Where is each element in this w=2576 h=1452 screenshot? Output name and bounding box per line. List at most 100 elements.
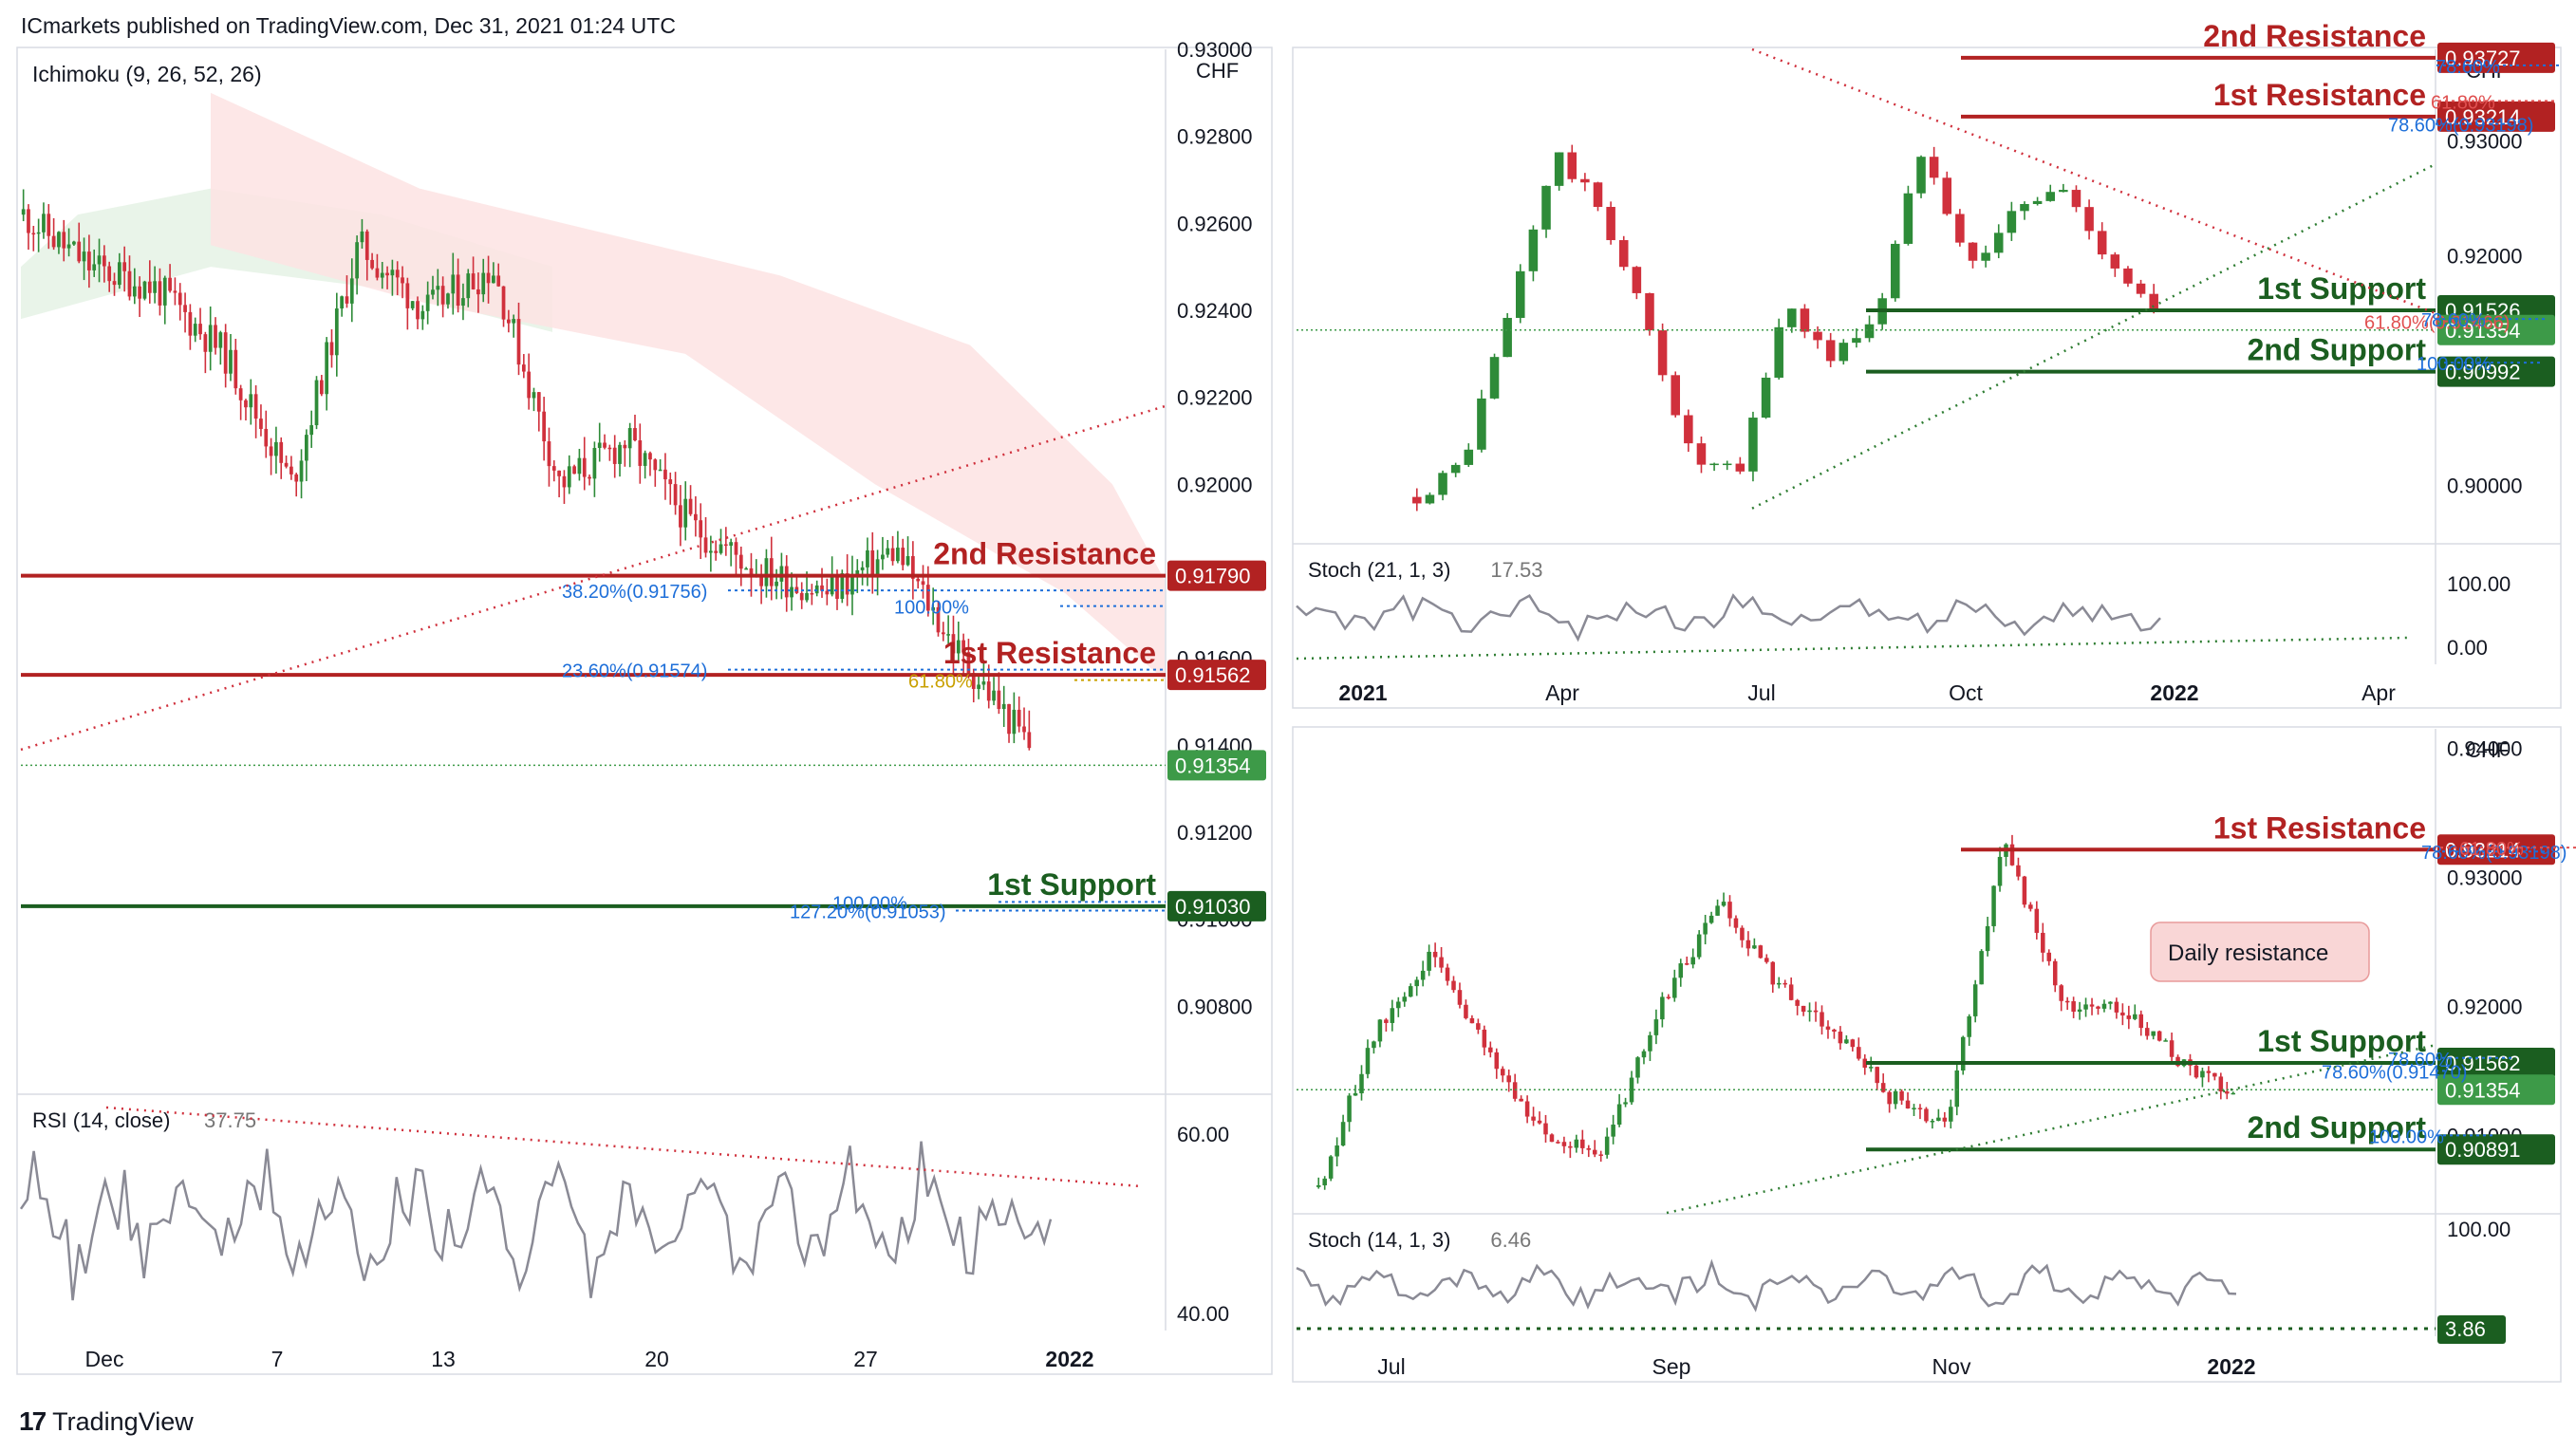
candle-body: [401, 277, 404, 284]
candle-body: [668, 479, 673, 485]
last-price-badge: [1167, 750, 1266, 781]
fib-label: 38.20%(0.91756): [562, 582, 707, 603]
candle-body: [1592, 1149, 1597, 1155]
candle-body: [536, 392, 541, 412]
fib-label: 78.60%: [2421, 310, 2486, 331]
candle-body: [1745, 940, 1751, 949]
level-label: 1st Support: [2257, 1024, 2426, 1058]
candle-body: [881, 554, 885, 560]
candle-body: [577, 457, 582, 475]
candle-body: [2083, 1004, 2088, 1010]
candle-body: [623, 444, 627, 449]
candle-body: [1942, 177, 1952, 214]
candle-body: [1554, 152, 1564, 186]
level-label: 2nd Resistance: [933, 537, 1156, 571]
oscillator-line: [1296, 593, 2161, 642]
price-badge: [2437, 101, 2555, 132]
candle-body: [289, 466, 293, 475]
candle-body: [886, 548, 890, 555]
candle-body: [229, 349, 233, 374]
candle-body: [440, 286, 445, 305]
candle-body: [618, 444, 622, 464]
candle-body: [1671, 375, 1680, 416]
candle-body: [329, 342, 334, 356]
candle-body: [1567, 152, 1577, 179]
candle-body: [2032, 200, 2043, 204]
candle-body: [1464, 449, 1474, 465]
candle-body: [916, 578, 921, 582]
candle-body: [729, 542, 734, 546]
price-badge-text: 0.91562: [2445, 1052, 2521, 1075]
candle-body: [2022, 876, 2027, 905]
oscillator-label: Stoch (14, 1, 3): [1308, 1228, 1450, 1252]
candle-body: [1800, 308, 1810, 332]
candle-body: [1703, 922, 1708, 935]
candle-body: [1506, 1075, 1511, 1083]
candle-body: [309, 425, 314, 436]
panel-frame: [1292, 47, 2562, 709]
candle-body: [1832, 1029, 1837, 1033]
candle-body: [1414, 979, 1419, 987]
candle-body: [1377, 1019, 1383, 1042]
candle-body: [506, 319, 511, 324]
candle-body: [1960, 1036, 1966, 1070]
candle-body: [2138, 1014, 2144, 1029]
candle-body: [516, 319, 521, 365]
candle-body: [1993, 233, 2004, 253]
indicator-label: Ichimoku (9, 26, 52, 26): [32, 62, 262, 86]
candle-body: [1629, 1077, 1634, 1103]
candle-body: [1748, 418, 1758, 472]
candle-body: [562, 475, 567, 488]
candle-body: [2110, 254, 2120, 269]
candle-body: [208, 325, 213, 352]
candle-body: [1690, 957, 1695, 965]
candle-body: [1905, 1100, 1911, 1109]
candle-body: [1735, 463, 1745, 472]
candle-body: [87, 251, 91, 270]
candle-body: [572, 466, 576, 475]
candle-body: [2218, 1076, 2224, 1092]
candle-body: [825, 590, 830, 595]
tradingview-footer: 17 TradingView: [19, 1406, 194, 1437]
candle-body: [284, 462, 289, 467]
candle-body: [364, 231, 369, 260]
candle-body: [1335, 1145, 1339, 1157]
candle-body: [127, 270, 132, 297]
candle-body: [2084, 207, 2094, 232]
candle-body: [1991, 885, 1996, 926]
candle-body: [1758, 945, 1764, 959]
candle-body: [62, 232, 66, 249]
fib-label: 78.60%: [2436, 57, 2500, 78]
candle-body: [2045, 192, 2055, 201]
fib-label: 100.00%: [832, 893, 907, 914]
candle-body: [2108, 1001, 2113, 1004]
trendline-rising: [20, 404, 1167, 752]
candle-body: [1727, 902, 1732, 919]
price-badge: [2437, 834, 2555, 866]
candle-body: [375, 268, 380, 278]
candle-body: [1593, 182, 1603, 208]
fib-label: 127.20%(0.91053): [790, 903, 946, 923]
candle-body: [1543, 1123, 1548, 1135]
candle-body: [643, 453, 647, 466]
candle-body: [557, 470, 561, 476]
candle-body: [1813, 1010, 1819, 1013]
candle-body: [607, 447, 612, 450]
candle-body: [380, 272, 384, 278]
candle-body: [2046, 952, 2052, 961]
candle-body: [168, 277, 172, 291]
rsi-trendline: [105, 1106, 1142, 1188]
candle-body: [269, 446, 273, 456]
candle-body: [471, 273, 476, 289]
candle-body: [1783, 982, 1787, 985]
candle-body: [253, 394, 258, 419]
candle-body: [496, 275, 501, 287]
candle-body: [1820, 1012, 1824, 1027]
candle-body: [1968, 242, 1978, 261]
osc-y-tick: 100.00: [2447, 1218, 2511, 1241]
candle-body: [425, 294, 430, 311]
candle-body: [259, 419, 263, 429]
candle-body: [1801, 1005, 1806, 1013]
candle-body: [790, 586, 793, 598]
